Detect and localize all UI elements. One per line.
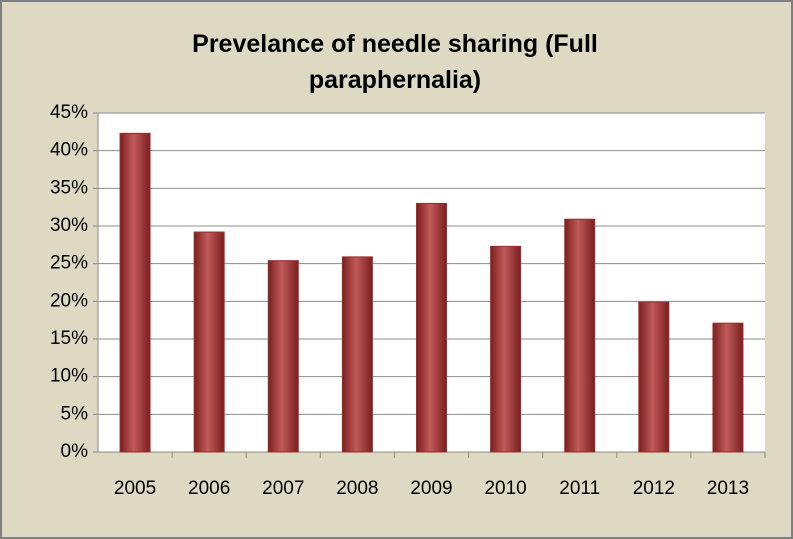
y-tick-label: 15%	[50, 328, 88, 349]
y-tick-label: 0%	[61, 441, 89, 462]
y-tick-label: 45%	[50, 102, 88, 123]
x-tick-label: 2013	[707, 478, 749, 499]
bar	[341, 256, 373, 453]
x-tick-label: 2007	[262, 478, 304, 499]
y-tick-label: 5%	[61, 403, 89, 424]
bar	[712, 322, 744, 453]
bar	[564, 218, 596, 453]
x-tick-label: 2012	[633, 478, 675, 499]
x-tick-label: 2005	[114, 478, 156, 499]
bar	[267, 260, 299, 453]
bar	[416, 202, 447, 453]
y-tick-label: 35%	[50, 177, 88, 198]
bar	[119, 132, 151, 453]
x-tick-label: 2011	[559, 478, 600, 499]
x-tick-label: 2010	[484, 478, 526, 499]
y-tick-label: 40%	[50, 140, 88, 161]
y-tick-label: 20%	[50, 290, 88, 311]
y-tick-label: 30%	[50, 215, 88, 236]
x-tick-label: 2006	[188, 478, 230, 499]
x-tick-label: 2008	[336, 478, 378, 499]
bar	[193, 231, 225, 453]
x-tick-label: 2009	[410, 478, 452, 499]
bar	[638, 301, 670, 453]
y-tick-label: 25%	[50, 253, 88, 274]
y-tick-label: 10%	[50, 366, 88, 387]
chart-title: Prevelance of needle sharing (Full parap…	[192, 30, 598, 94]
bar	[490, 245, 522, 453]
